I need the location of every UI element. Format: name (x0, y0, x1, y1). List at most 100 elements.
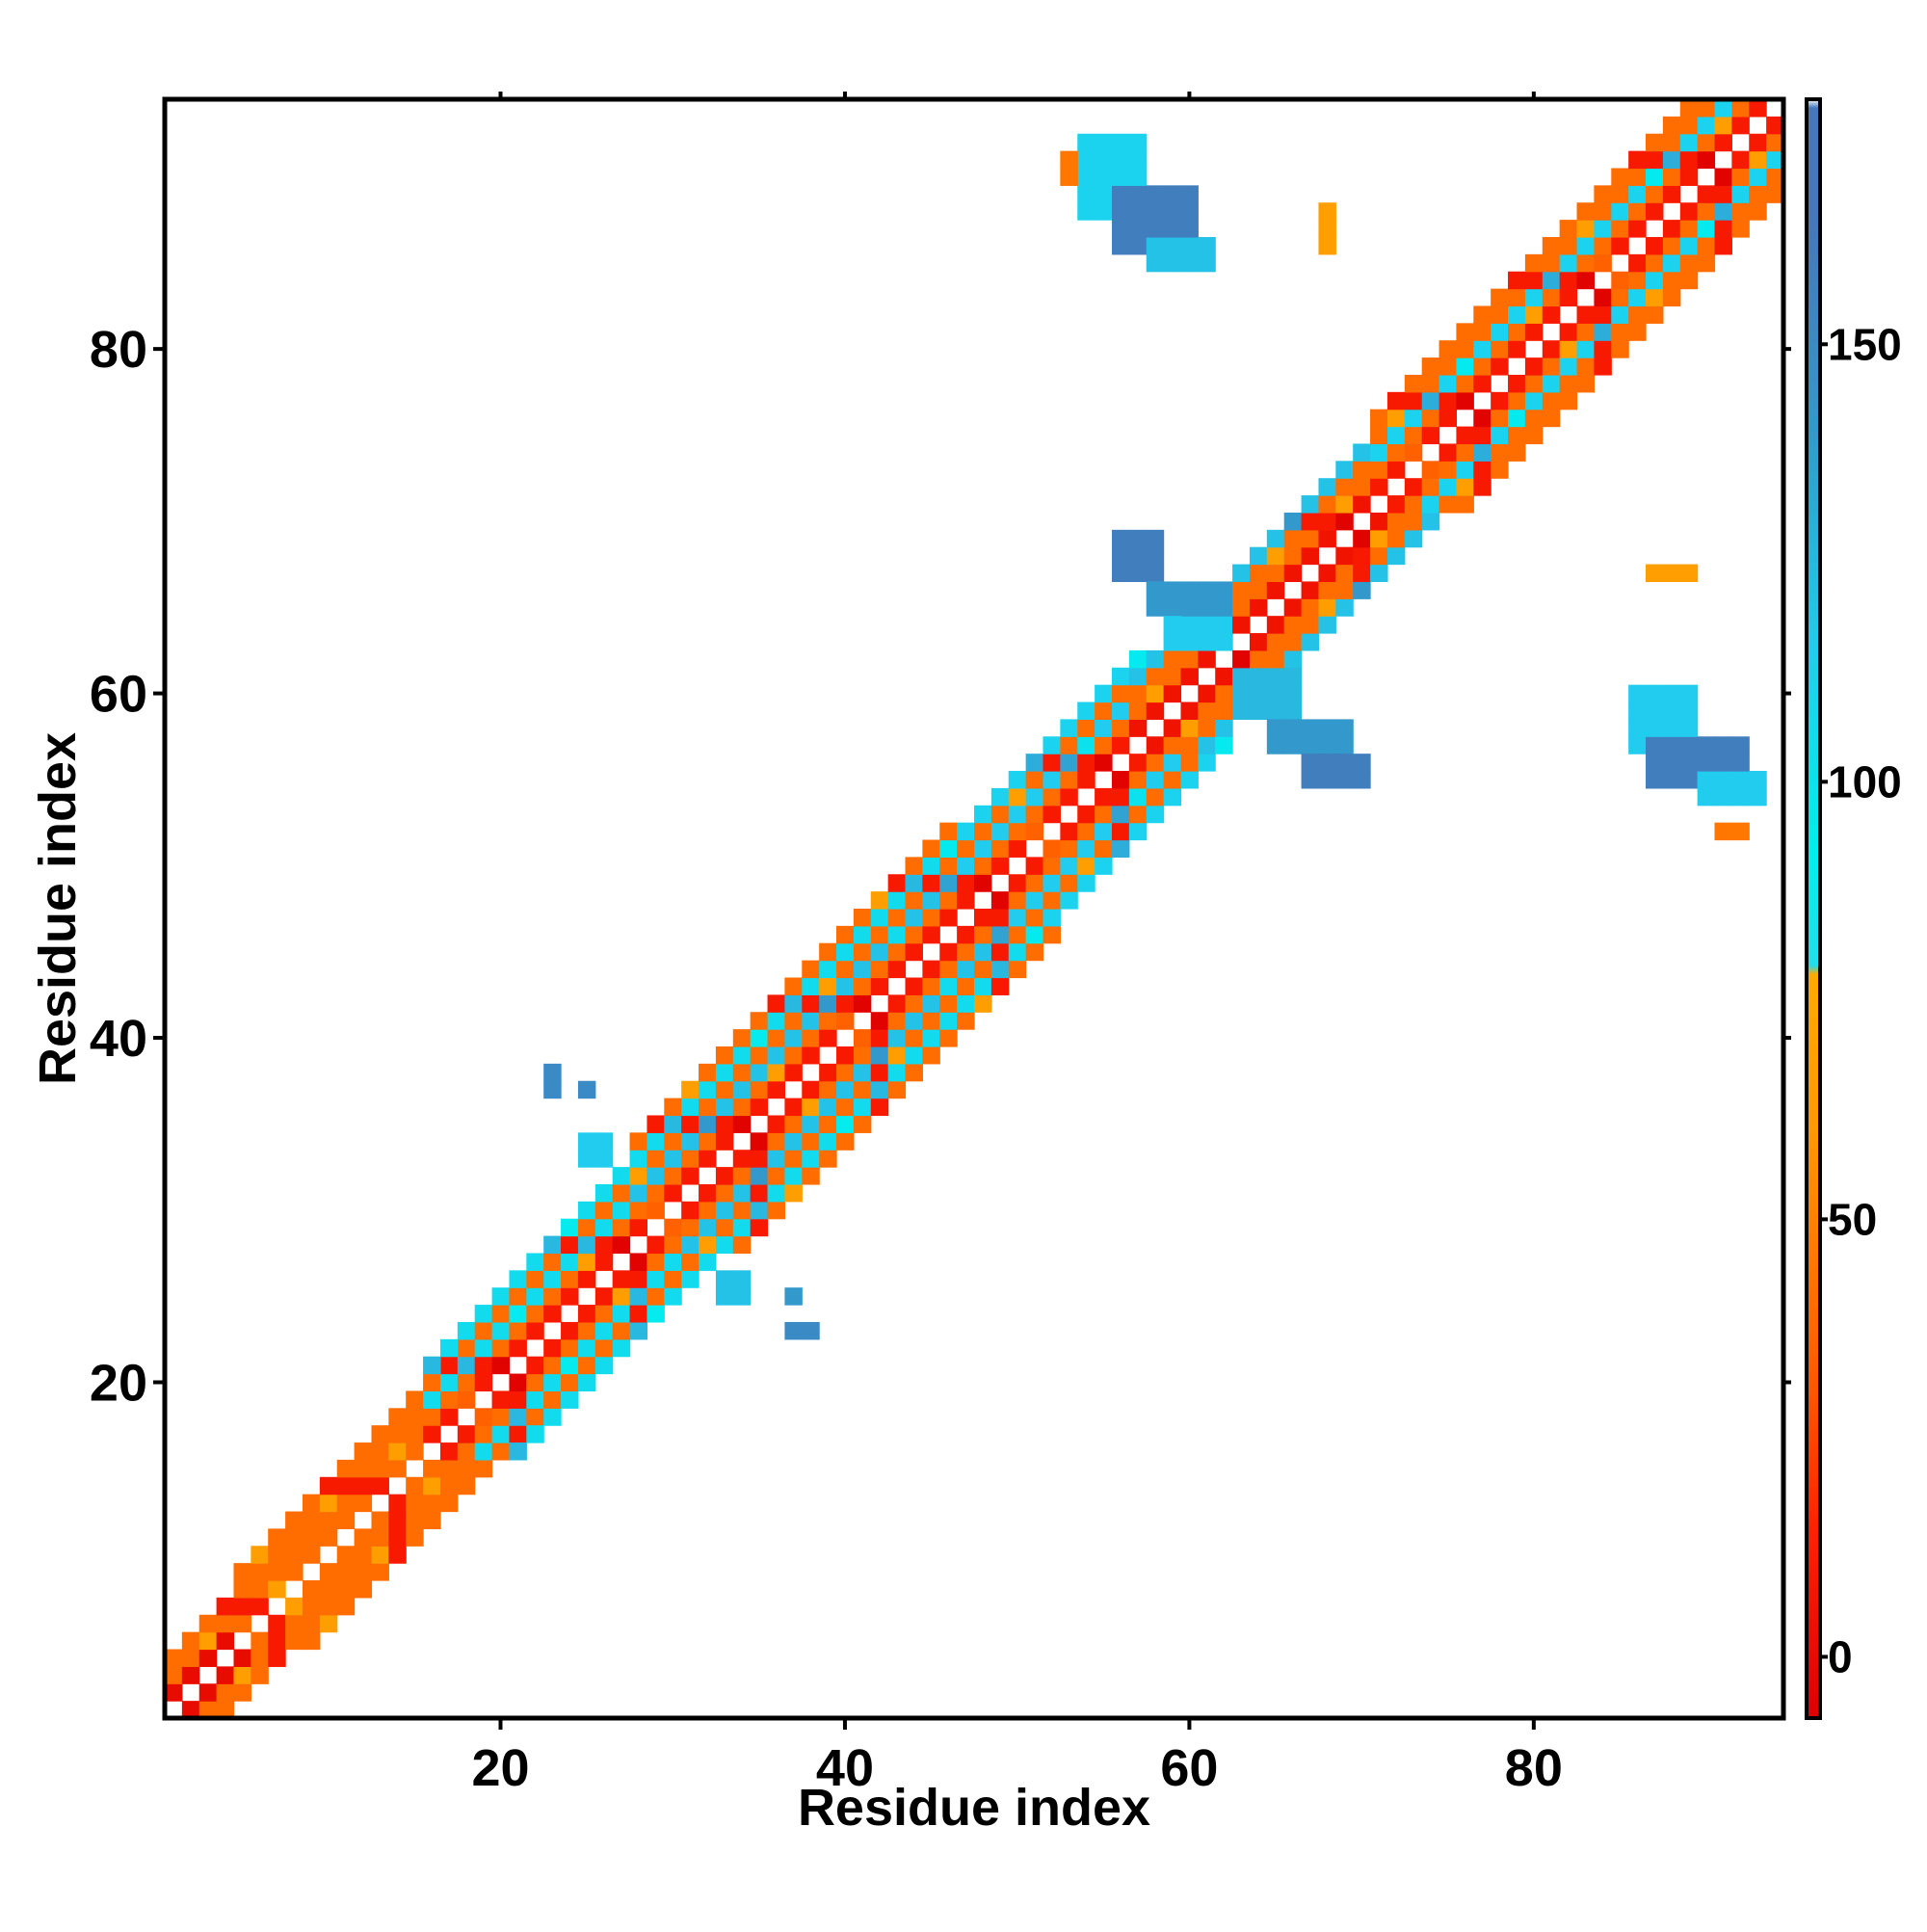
heatmap-cell (1283, 736, 1303, 754)
heatmap-cell (647, 1115, 665, 1133)
heatmap-cell (1456, 426, 1474, 445)
heatmap-cell (1146, 805, 1165, 824)
heatmap-cell (1576, 305, 1595, 324)
heatmap-cell (1662, 185, 1681, 203)
heatmap-cell (1386, 529, 1406, 548)
heatmap-cell (974, 925, 992, 944)
heatmap-cell (750, 1080, 769, 1099)
heatmap-cell (1524, 426, 1544, 445)
heatmap-cell (664, 1167, 682, 1185)
heatmap-cell (784, 994, 803, 1013)
heatmap-cell (1198, 736, 1216, 754)
heatmap-cell (1180, 202, 1199, 221)
heatmap-cell (732, 1115, 752, 1133)
heatmap-cell (1215, 684, 1233, 703)
heatmap-cell (1662, 288, 1681, 307)
heatmap-cell (1043, 787, 1061, 807)
heatmap-cell (870, 1045, 889, 1065)
heatmap-cell (1559, 374, 1578, 393)
heatmap-cell (1146, 529, 1165, 548)
heatmap-cell (561, 1321, 579, 1340)
heatmap-cell (1628, 271, 1647, 290)
heatmap-cell (1128, 150, 1148, 170)
heatmap-cell (870, 1098, 889, 1117)
heatmap-cell (354, 1563, 373, 1581)
heatmap-cell (1731, 185, 1750, 203)
heatmap-cell (216, 1701, 235, 1719)
heatmap-cell (1386, 409, 1406, 428)
heatmap-cell (887, 925, 907, 944)
heatmap-cell (1559, 323, 1578, 341)
heatmap-cell (664, 1218, 682, 1237)
heatmap-cell (1386, 546, 1406, 566)
heatmap-cell (509, 1373, 527, 1392)
heatmap-cell (577, 1305, 596, 1323)
heatmap-cell (1008, 909, 1027, 927)
heatmap-cell (354, 1528, 373, 1547)
heatmap-cell (594, 1321, 614, 1340)
heatmap-cell (681, 1235, 700, 1255)
heatmap-cell (577, 1373, 596, 1392)
heatmap-cell (1095, 202, 1113, 221)
heatmap-cell (285, 1546, 304, 1564)
heatmap-cell (767, 1080, 785, 1099)
heatmap-cell (1266, 701, 1285, 720)
heatmap-cell (853, 994, 872, 1013)
heatmap-cell (423, 1373, 441, 1392)
heatmap-cell (1473, 478, 1491, 496)
heatmap-cell (371, 1459, 389, 1478)
heatmap-cell (1283, 512, 1303, 531)
heatmap-cell (1266, 667, 1285, 686)
heatmap-cell (1095, 839, 1113, 858)
heatmap-cell (715, 1270, 734, 1288)
heatmap-cell (681, 1115, 700, 1133)
heatmap-cell (990, 925, 1010, 944)
heatmap-cell (853, 909, 872, 927)
heatmap-cell (1146, 701, 1165, 720)
heatmap-cell (1232, 564, 1251, 583)
heatmap-cell (1714, 99, 1732, 118)
heatmap-cell (1146, 684, 1165, 703)
heatmap-cell (1198, 598, 1216, 617)
heatmap-cell (526, 1287, 544, 1306)
heatmap-cell (629, 1305, 648, 1323)
heatmap-cell (1594, 236, 1612, 255)
heatmap-cell (1714, 822, 1732, 841)
heatmap-cell (302, 1528, 321, 1547)
heatmap-cell (1714, 116, 1732, 135)
heatmap-cell (836, 1012, 855, 1030)
heatmap-cell (474, 1321, 493, 1340)
heatmap-cell (319, 1494, 338, 1513)
heatmap-cell (1198, 633, 1216, 651)
heatmap-cell (1266, 684, 1285, 703)
heatmap-cell (1646, 564, 1664, 583)
heatmap-cell (1335, 478, 1354, 496)
heatmap-cell (1456, 357, 1474, 376)
heatmap-cell (957, 822, 975, 841)
heatmap-cell (957, 977, 975, 995)
heatmap-cell (1077, 857, 1095, 875)
heatmap-cell (1714, 220, 1732, 238)
heatmap-cell (664, 1270, 682, 1288)
heatmap-cell (1766, 133, 1784, 152)
heatmap-cell (1456, 495, 1474, 514)
heatmap-cell (474, 1356, 493, 1375)
heatmap-cell (974, 839, 992, 858)
heatmap-cell (1025, 874, 1044, 892)
heatmap-cell (1662, 168, 1681, 186)
heatmap-cell (1386, 426, 1406, 445)
heatmap-cell (1060, 857, 1078, 875)
heatmap-cell (165, 1683, 183, 1702)
heatmap-cell (1473, 443, 1491, 462)
heatmap-cell (750, 1218, 769, 1237)
heatmap-cell (1128, 667, 1148, 686)
heatmap-cell (819, 1098, 837, 1117)
heatmap-cell (491, 1356, 511, 1375)
heatmap-cell (939, 994, 958, 1013)
heatmap-cell (1318, 581, 1336, 599)
heatmap-cell (1491, 409, 1509, 428)
heatmap-cell (491, 1425, 511, 1443)
heatmap-cell (715, 1080, 734, 1099)
heatmap-cell (1318, 478, 1336, 496)
